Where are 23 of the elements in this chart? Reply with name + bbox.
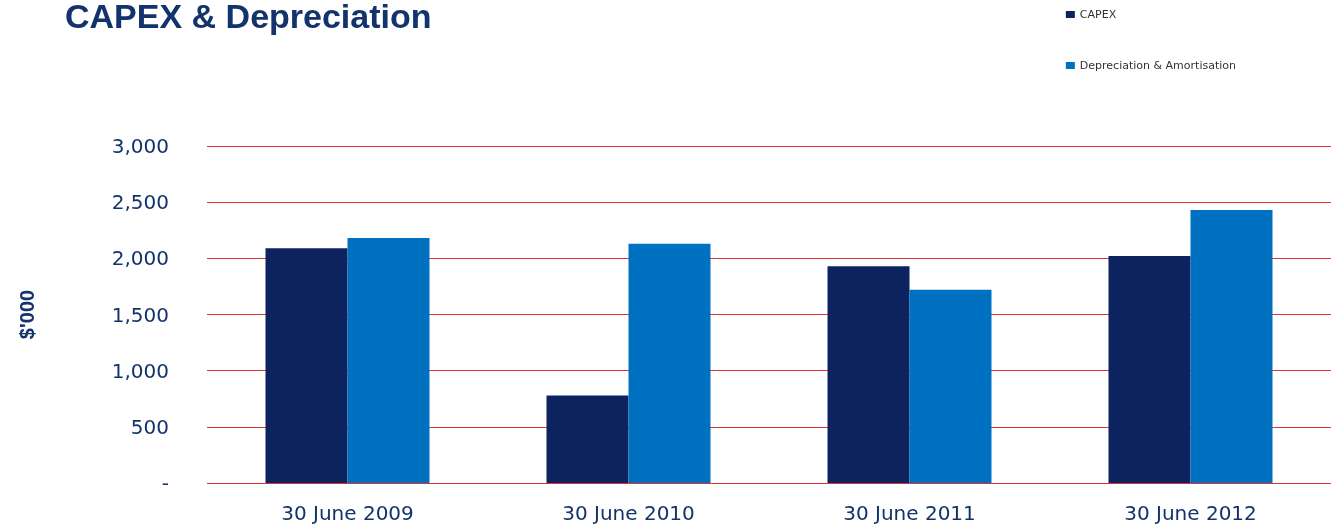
bar <box>909 289 992 483</box>
x-tick-label: 30 June 2012 <box>1124 501 1257 525</box>
x-tick-label: 30 June 2010 <box>562 501 695 525</box>
y-tick-label: 1,500 <box>111 302 169 327</box>
bar <box>1108 256 1191 483</box>
y-tick-label: 2,000 <box>111 246 169 271</box>
bar <box>265 248 348 483</box>
chart-title: CAPEX & Depreciation <box>65 0 432 35</box>
y-axis-title: $'000 <box>16 289 38 340</box>
y-tick-label: 500 <box>130 414 169 439</box>
bar <box>1190 210 1273 483</box>
bar <box>827 266 910 483</box>
y-tick-label: - <box>161 471 169 495</box>
x-tick-label: 30 June 2009 <box>281 501 414 525</box>
bar <box>546 395 629 483</box>
bar <box>347 238 430 483</box>
y-tick-label: 1,000 <box>111 358 169 383</box>
y-tick-label: 2,500 <box>111 190 169 215</box>
x-tick-label: 30 June 2011 <box>843 501 976 525</box>
bar <box>628 243 711 483</box>
legend-label: Depreciation & Amortisation <box>1079 59 1237 72</box>
y-tick-label: 3,000 <box>111 134 169 158</box>
legend-label: CAPEX <box>1079 8 1117 21</box>
